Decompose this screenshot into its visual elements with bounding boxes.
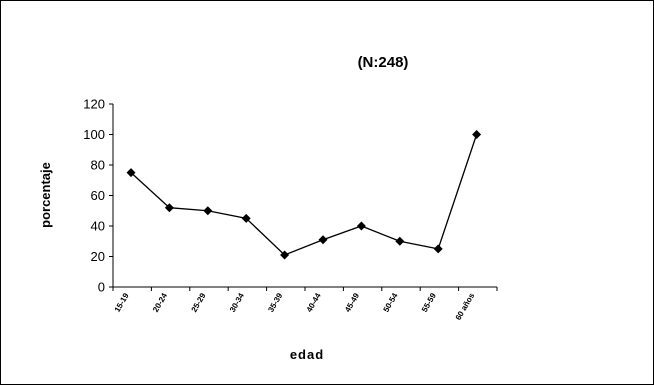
data-point-marker (433, 244, 443, 254)
data-point-marker (203, 206, 213, 216)
data-series (126, 130, 482, 260)
data-point-marker (164, 203, 174, 213)
axes (112, 104, 497, 288)
x-tick-label: 20-24 (151, 291, 169, 314)
x-tick-label: 25-29 (190, 291, 208, 314)
data-point-marker (472, 130, 482, 139)
x-tick-label: 55-59 (420, 291, 438, 314)
y-axis-title: porcentaje (38, 162, 53, 228)
x-tick-label: 15-19 (113, 291, 131, 314)
y-tick-label: 100 (83, 127, 105, 142)
y-tick-label: 60 (91, 188, 105, 203)
y-tick-label: 80 (91, 158, 105, 173)
y-tick-label: 20 (91, 249, 105, 264)
data-point-marker (356, 221, 366, 231)
data-point-marker (280, 250, 290, 260)
data-point-marker (395, 236, 405, 246)
x-axis-title: edad (290, 347, 324, 362)
x-tick-label: 45-49 (343, 291, 361, 314)
data-point-marker (318, 235, 328, 245)
x-tick-label: 50-54 (382, 291, 400, 314)
data-point-marker (126, 168, 136, 178)
x-tick-label: 60 años (454, 291, 477, 322)
chart-title: (N:248) (358, 54, 409, 71)
y-tick-label: 40 (91, 219, 105, 234)
x-tick-label: 35-39 (266, 291, 284, 314)
x-axis-ticks: 15-19 20-24 25-29 30-34 35-39 40-44 45-49 50-54… (112, 287, 498, 322)
y-tick-label: 0 (98, 280, 105, 295)
data-point-marker (241, 213, 251, 223)
x-tick-label: 40-44 (305, 291, 323, 314)
y-axis-ticks: 0 20 40 60 80 100 120 (83, 97, 113, 295)
y-tick-label: 120 (83, 97, 105, 112)
x-tick-label: 30-34 (228, 291, 246, 314)
series-line (130, 134, 478, 256)
